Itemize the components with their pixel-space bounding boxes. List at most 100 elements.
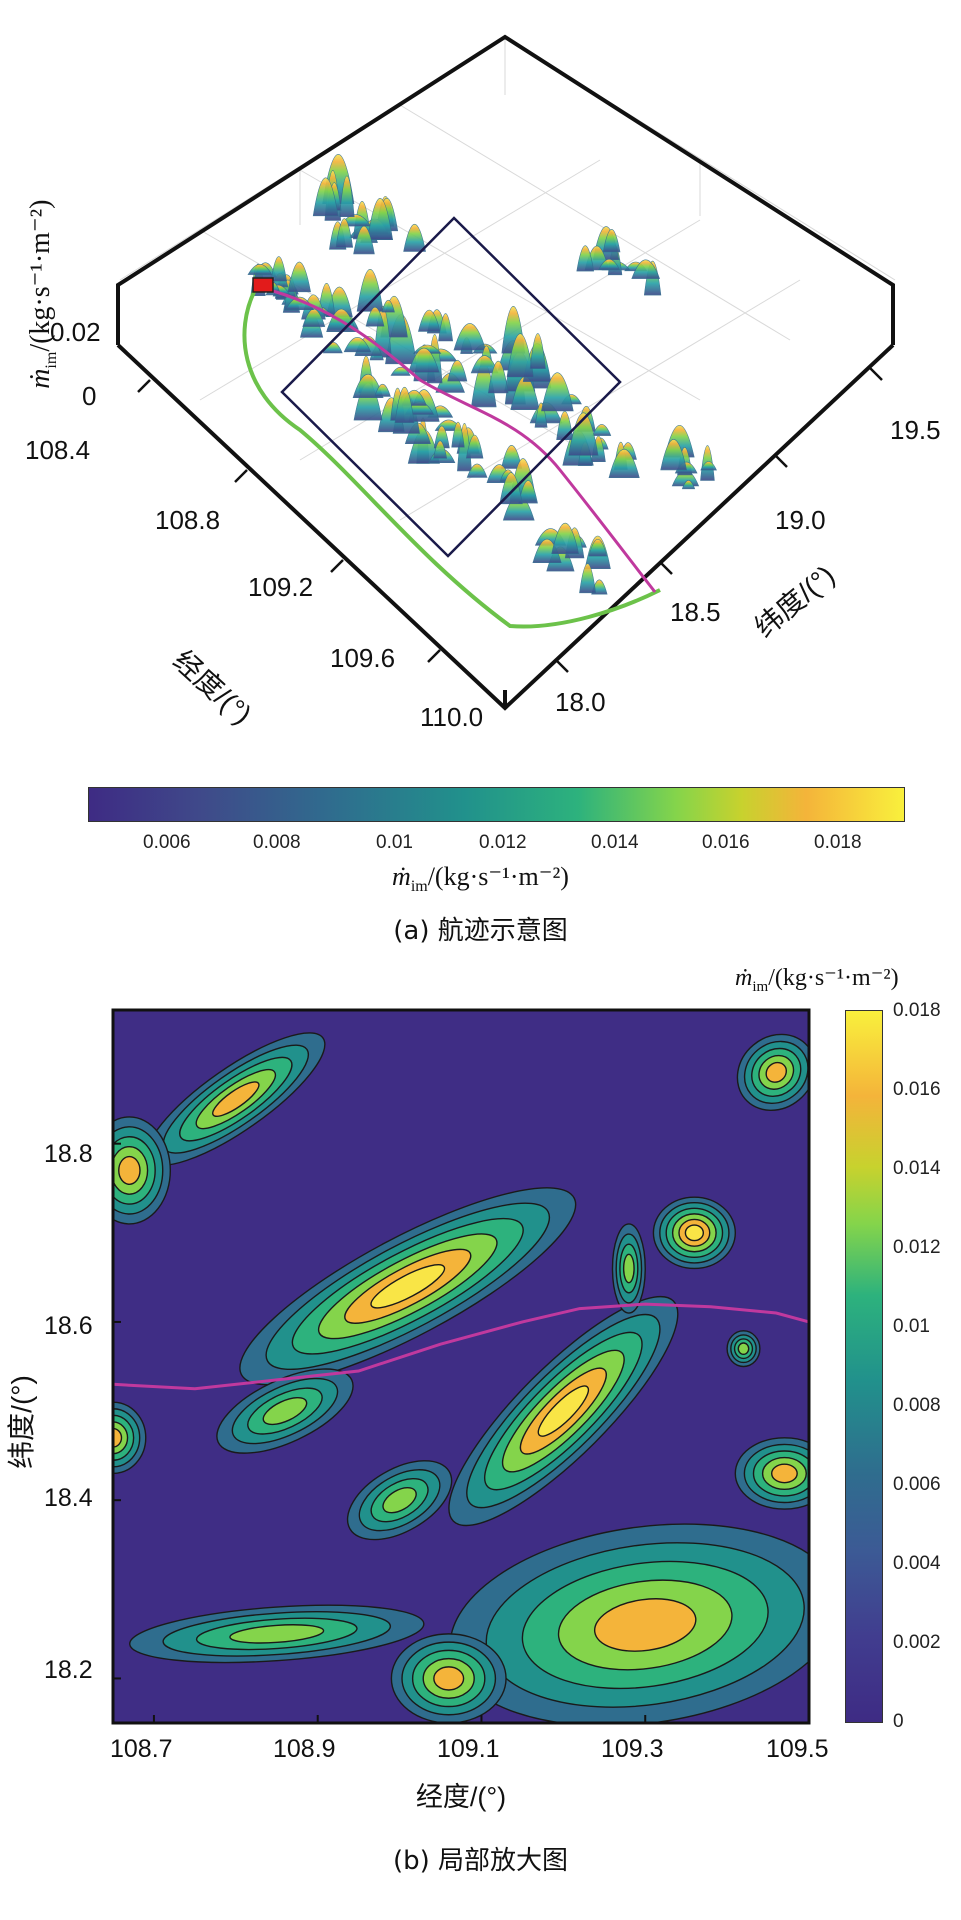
map-tick-marks (113, 1142, 810, 1723)
contour-fields (113, 1032, 809, 1723)
track-magenta-zoom (113, 1302, 809, 1391)
y-tick-0: 18.0 (555, 687, 606, 717)
map-x-tick-0: 108.7 (110, 1735, 173, 1763)
x-tick-3: 109.6 (330, 643, 396, 673)
cb-v-tick-0: 0.018 (893, 1000, 941, 1021)
surface-spike (438, 313, 454, 342)
colorbar-h-label: ṁim/(kg·s⁻¹·m⁻²) (392, 862, 569, 896)
surface-spike (408, 348, 440, 373)
contour-level (229, 1624, 325, 1644)
surface-spike (499, 472, 523, 505)
surface-spike (506, 333, 534, 378)
surface-spike (367, 198, 393, 240)
surface-spike (598, 258, 621, 270)
cb-h-tick-3: 0.012 (479, 832, 527, 853)
map-x-tick-1: 108.9 (273, 1735, 336, 1763)
contour-level (622, 1253, 635, 1284)
surface-spike (343, 337, 372, 353)
surface-spike (579, 563, 597, 594)
colorbar-vertical-label: ṁim/(kg·s⁻¹·m⁻²) (735, 965, 899, 995)
map-y-tick-2: 18.4 (44, 1484, 93, 1512)
surface-spike (541, 372, 574, 412)
cb-v-tick-8: 0.002 (893, 1632, 941, 1653)
surface-spike (592, 424, 612, 436)
surface-spike (465, 434, 484, 459)
map-y-tick-1: 18.6 (44, 1312, 93, 1340)
colorbar-horizontal (88, 787, 905, 822)
x-tick-0: 108.4 (25, 435, 91, 465)
cb-v-tick-3: 0.012 (893, 1237, 941, 1258)
y-tick-3: 19.5 (890, 415, 941, 445)
surface-spike (700, 461, 717, 471)
surface-spike (451, 422, 465, 448)
surface-spike (335, 218, 354, 248)
surface-spike (576, 245, 595, 272)
contour-level (118, 1155, 141, 1185)
cb-v-tick-7: 0.004 (893, 1553, 941, 1574)
y-tick-2: 19.0 (775, 505, 826, 535)
contour-level (593, 1598, 697, 1652)
cb-h-tick-4: 0.014 (591, 832, 639, 853)
surface-spike (518, 480, 538, 504)
contour-level (370, 1264, 446, 1309)
surface-spike (287, 261, 311, 293)
y-tick-1: 18.5 (670, 597, 721, 627)
map-x-tick-4: 109.5 (766, 1735, 829, 1763)
surface-spike (285, 296, 315, 310)
surface-spike (394, 387, 415, 423)
contour-level (765, 1061, 788, 1083)
cb-v-tick-1: 0.016 (893, 1079, 941, 1100)
cb-v-tick-4: 0.01 (893, 1316, 930, 1337)
contour-level (770, 1463, 798, 1484)
surface-spike (270, 256, 287, 282)
surface-spike (551, 522, 580, 554)
z-tick-1: 0 (82, 381, 97, 411)
surface-spike (487, 360, 509, 394)
surface-spike (681, 480, 696, 490)
cb-h-tick-5: 0.016 (702, 832, 750, 853)
map-x-axis-label: 经度/(°) (415, 1782, 507, 1812)
surface-spike (247, 264, 273, 275)
contour-level (382, 1486, 417, 1514)
surface-spike (365, 306, 385, 327)
cb-v-tick-9: 0 (893, 1711, 904, 1732)
contour-level (212, 1081, 260, 1117)
surface-spike (466, 463, 488, 478)
surface-spike (374, 383, 391, 397)
contour-level (737, 1342, 750, 1356)
x-tick-4: 110.0 (420, 702, 484, 732)
surface-spike (312, 177, 339, 217)
map-x-tick-3: 109.3 (601, 1735, 664, 1763)
track-magenta-line (261, 286, 657, 593)
contour-level (433, 1666, 465, 1691)
contour-level (262, 1396, 308, 1426)
surface-spike (433, 440, 448, 459)
base-tick-marks (137, 367, 883, 673)
plot-box-frame (116, 34, 895, 711)
surface-spike (568, 412, 599, 456)
x-tick-1: 108.8 (155, 505, 221, 535)
surface-spike (352, 374, 384, 398)
zoom-region-box (280, 216, 622, 558)
caption-b: (b) 局部放大图 (392, 1846, 569, 1876)
colorbar-vertical (845, 1010, 883, 1723)
surface-3d-plot (116, 34, 896, 711)
cb-v-tick-2: 0.014 (893, 1158, 941, 1179)
cb-v-tick-5: 0.008 (893, 1395, 941, 1416)
surface-spike (631, 259, 661, 279)
surface-spike (660, 439, 687, 471)
cb-h-tick-1: 0.008 (253, 832, 301, 853)
surface-spike (339, 176, 355, 217)
cb-h-tick-2: 0.01 (376, 832, 413, 853)
map-frame (111, 1008, 811, 1725)
map-x-tick-2: 109.1 (437, 1735, 500, 1763)
map-y-tick-0: 18.8 (44, 1140, 93, 1168)
surface-spike (588, 538, 608, 557)
surface-spike (403, 223, 426, 252)
track-green-line (242, 289, 661, 629)
surface-spike (447, 359, 468, 382)
contour-level (684, 1224, 705, 1242)
caption-a: (a) 航迹示意图 (393, 916, 568, 946)
x-tick-2: 109.2 (248, 572, 314, 602)
